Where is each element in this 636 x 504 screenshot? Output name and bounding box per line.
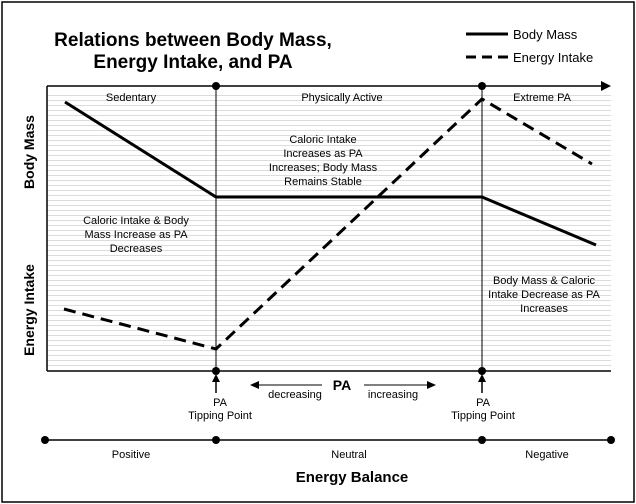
zone-physically-active-label: Physically Active — [301, 92, 382, 104]
annotation-left-line-3: Decreases — [110, 243, 163, 255]
annotation-right-line-3: Increases — [520, 303, 568, 315]
top-axis-arrow-icon — [601, 81, 611, 91]
energy-balance-dot-left — [212, 436, 220, 444]
energy-intake-line — [63, 97, 593, 351]
annotation-left-line-2: Mass Increase as PA — [84, 229, 188, 241]
annotation-middle-line-4: Remains Stable — [284, 176, 362, 188]
right-tipping-label-line-2: Tipping Point — [451, 410, 515, 422]
bottom-right-tipping-dot — [478, 367, 486, 375]
energy-balance-dot-right — [478, 436, 486, 444]
legend-energy-intake-label: Energy Intake — [513, 50, 593, 65]
top-left-tipping-dot — [212, 82, 220, 90]
plot-background — [47, 92, 611, 370]
pa-decreasing-arrow-icon — [250, 381, 259, 389]
left-tipping-arrow-icon — [212, 374, 220, 382]
legend-body-mass-label: Body Mass — [513, 27, 578, 42]
y-axis-lower-label: Energy Intake — [21, 264, 37, 356]
annotation-middle-line-1: Caloric Intake — [289, 134, 356, 146]
bottom-left-tipping-dot — [212, 367, 220, 375]
energy-balance-dot-start — [41, 436, 49, 444]
energy-balance-positive: Positive — [112, 449, 151, 461]
energy-balance-neutral: Neutral — [331, 449, 366, 461]
left-tipping-label-line-2: Tipping Point — [188, 410, 252, 422]
annotation-middle-line-2: Increases as PA — [283, 148, 363, 160]
pa-decreasing-label: decreasing — [268, 389, 322, 401]
pa-axis-label: PA — [333, 377, 351, 393]
annotation-middle-line-3: Increases; Body Mass — [269, 162, 378, 174]
annotation-right-line-2: Intake Decrease as PA — [488, 289, 600, 301]
annotation-left-line-1: Caloric Intake & Body — [83, 215, 189, 227]
zone-extreme-pa-label: Extreme PA — [513, 92, 572, 104]
y-axis-upper-label: Body Mass — [21, 115, 37, 189]
pa-increasing-arrow-icon — [427, 381, 436, 389]
zone-sedentary-label: Sedentary — [106, 92, 157, 104]
pa-increasing-label: increasing — [368, 389, 418, 401]
energy-balance-dot-end — [607, 436, 615, 444]
annotation-right-line-1: Body Mass & Caloric — [493, 275, 596, 287]
energy-balance-negative: Negative — [525, 449, 568, 461]
title-line-1: Relations between Body Mass, — [54, 30, 332, 51]
energy-balance-title: Energy Balance — [296, 469, 409, 486]
left-tipping-label-line-1: PA — [213, 397, 228, 409]
right-tipping-arrow-icon — [478, 374, 486, 382]
title-line-2: Energy Intake, and PA — [93, 52, 292, 73]
right-tipping-label-line-1: PA — [476, 397, 491, 409]
body-mass-line — [64, 100, 597, 247]
top-right-tipping-dot — [478, 82, 486, 90]
